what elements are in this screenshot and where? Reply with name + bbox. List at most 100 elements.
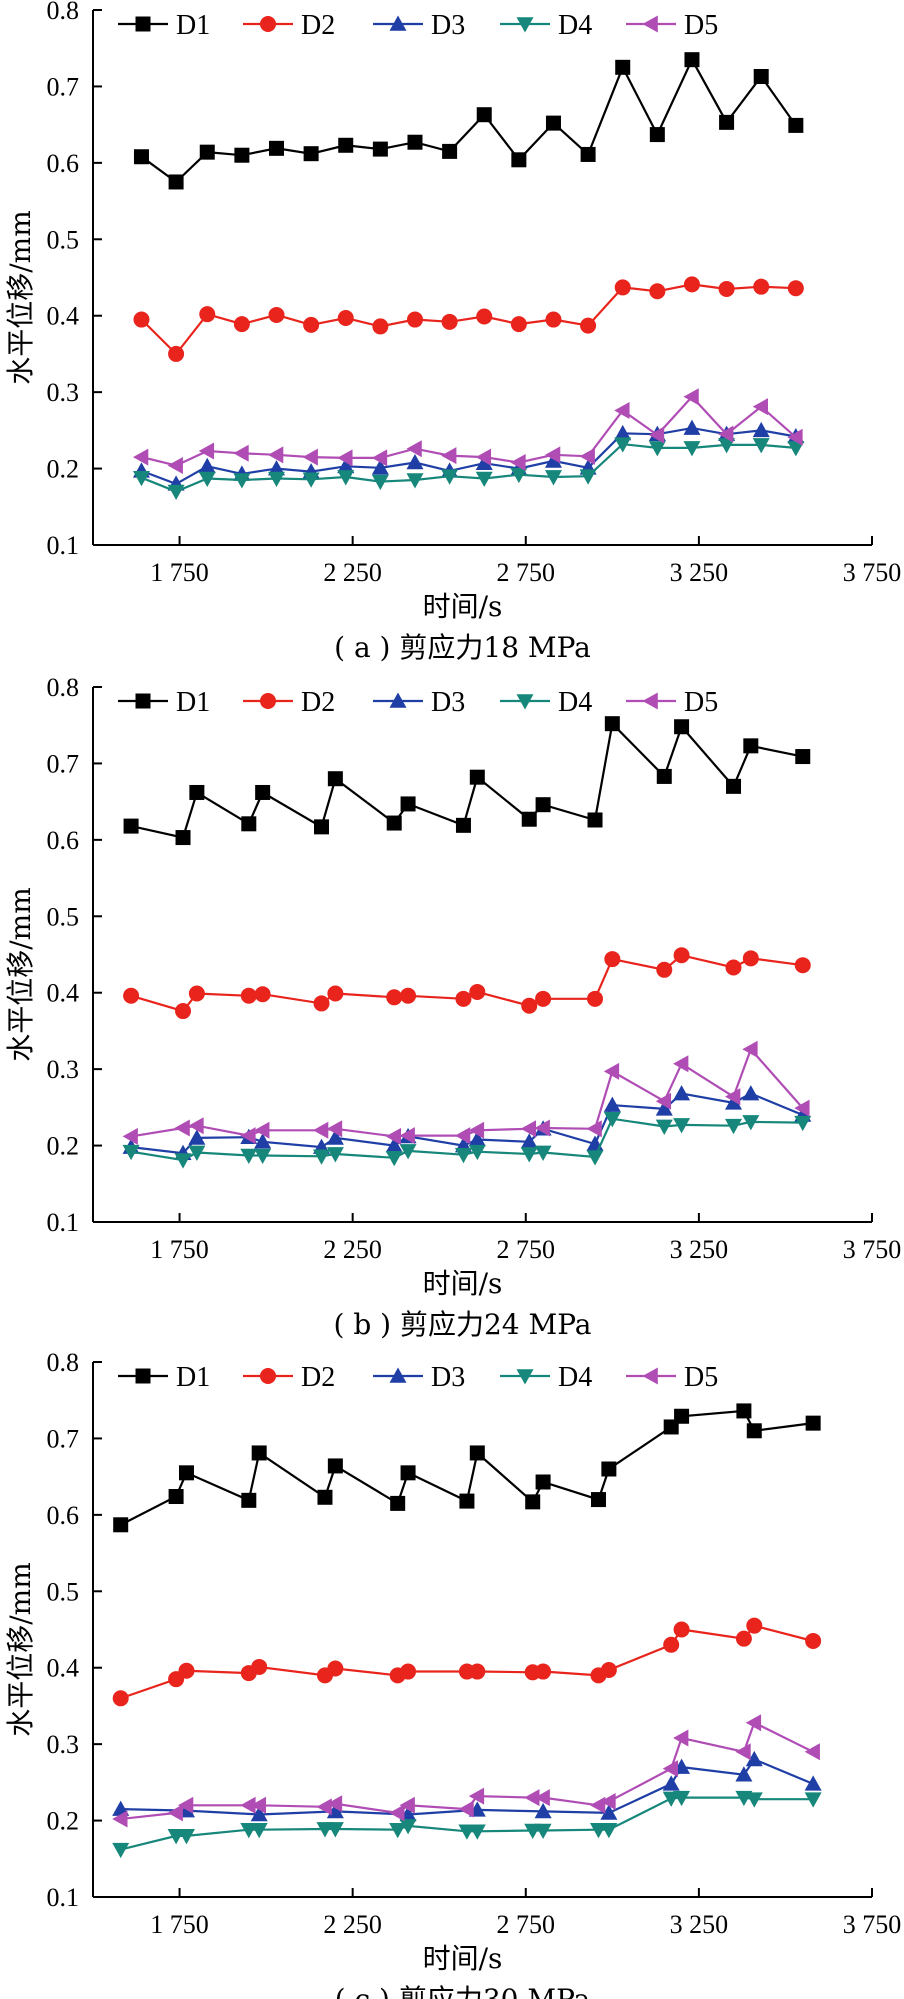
data-point-d4: [725, 1118, 743, 1135]
data-point-d1: [175, 830, 191, 846]
legend-marker: [389, 1367, 407, 1383]
data-point-d2: [753, 278, 770, 295]
data-point-d1: [327, 1458, 343, 1474]
data-point-d2: [188, 985, 205, 1002]
legend-item-d4: D4: [500, 687, 592, 718]
data-point-d5: [520, 1120, 537, 1138]
data-point-d1: [303, 146, 319, 162]
data-point-d1: [805, 1415, 821, 1431]
data-point-d1: [736, 1403, 752, 1419]
data-point-d1: [400, 796, 416, 812]
data-point-d5: [600, 1792, 616, 1810]
data-point-d1: [123, 818, 139, 834]
y-tick-label: 0.1: [47, 1208, 80, 1237]
data-point-d1: [545, 115, 561, 131]
data-point-d4: [389, 1822, 407, 1839]
data-point-d3: [371, 459, 389, 475]
data-point-d2: [718, 280, 735, 297]
data-point-d3: [254, 1133, 272, 1149]
data-point-d2: [600, 1662, 617, 1679]
data-point-d5: [787, 428, 803, 446]
data-point-d3: [468, 1130, 486, 1147]
y-tick-label: 0.2: [47, 1132, 80, 1161]
data-point-d1: [234, 147, 250, 163]
data-point-d1: [459, 1493, 475, 1509]
legend-item-d1: D1: [118, 1362, 210, 1393]
data-point-d4: [662, 1791, 680, 1807]
panel-caption: ( c ) 剪应力30 MPa: [335, 1983, 591, 1999]
legend-item-d3: D3: [373, 687, 465, 718]
data-point-d5: [735, 1743, 751, 1761]
x-tick-label: 3 750: [843, 558, 902, 587]
data-point-d1: [407, 134, 423, 150]
data-point-d4: [742, 1115, 760, 1131]
legend-item-d5: D5: [626, 687, 718, 718]
legend-item-d2: D2: [243, 687, 335, 718]
data-point-d2: [656, 961, 673, 978]
data-point-d3: [544, 452, 562, 468]
data-point-d2: [400, 1663, 417, 1680]
x-tick-label: 2 250: [323, 558, 382, 587]
data-point-d2: [133, 311, 150, 328]
data-point-d5: [468, 1787, 485, 1805]
data-point-d4: [468, 1144, 486, 1161]
legend-label: D4: [558, 687, 592, 718]
data-point-d1: [178, 1465, 194, 1481]
data-point-d5: [233, 444, 249, 462]
data-point-d4: [254, 1148, 272, 1165]
x-tick-label: 3 250: [670, 1235, 729, 1264]
data-point-d5: [475, 448, 492, 466]
data-point-d1: [525, 1494, 541, 1510]
data-point-d1: [338, 137, 354, 153]
data-point-d4: [132, 470, 150, 487]
y-tick-label: 0.1: [47, 531, 80, 560]
x-tick-label: 3 250: [670, 1910, 729, 1939]
data-point-d1: [590, 1492, 606, 1508]
data-point-d2: [303, 316, 320, 333]
legend-label: D4: [558, 1362, 592, 1393]
data-point-d3: [534, 1802, 552, 1819]
legend-label: D3: [431, 687, 465, 718]
data-point-d5: [725, 1088, 741, 1106]
data-point-d2: [794, 957, 811, 974]
data-point-d2: [476, 308, 493, 325]
legend-label: D1: [176, 10, 210, 41]
data-point-d5: [313, 1121, 329, 1139]
y-tick-label: 0.7: [47, 1424, 80, 1453]
data-point-d4: [188, 1145, 206, 1161]
panel-caption: ( b ) 剪应力24 MPa: [334, 1308, 592, 1341]
data-point-d5: [326, 1120, 343, 1138]
data-point-d5: [524, 1789, 540, 1807]
data-point-d3: [267, 460, 285, 476]
y-tick-label: 0.2: [47, 455, 80, 484]
data-point-d5: [673, 1729, 689, 1747]
data-point-d5: [614, 401, 630, 419]
legend-marker: [516, 694, 534, 710]
data-point-d1: [268, 140, 284, 156]
data-point-d2: [535, 1663, 552, 1680]
data-point-d5: [745, 1714, 762, 1732]
data-point-d5: [718, 425, 734, 443]
legend-item-d2: D2: [243, 1362, 335, 1393]
data-point-d4: [673, 1790, 691, 1807]
data-point-d1: [390, 1495, 406, 1511]
x-tick-label: 1 750: [150, 1235, 209, 1264]
data-point-d2: [673, 1621, 690, 1638]
data-point-d2: [649, 283, 666, 300]
legend-marker: [260, 1368, 276, 1384]
data-point-d5: [683, 388, 699, 406]
y-tick-label: 0.3: [47, 378, 80, 407]
data-point-d5: [267, 446, 284, 464]
data-point-d1: [400, 1465, 416, 1481]
data-point-d2: [469, 1663, 486, 1680]
data-point-d1: [684, 52, 700, 68]
data-point-d3: [752, 421, 770, 438]
y-tick-label: 0.4: [47, 1654, 80, 1683]
data-point-d3: [600, 1804, 618, 1820]
data-point-d4: [454, 1147, 472, 1164]
y-tick-label: 0.7: [47, 749, 80, 778]
data-point-d3: [603, 1096, 621, 1112]
legend-marker: [516, 1369, 534, 1385]
data-point-d2: [663, 1636, 680, 1653]
